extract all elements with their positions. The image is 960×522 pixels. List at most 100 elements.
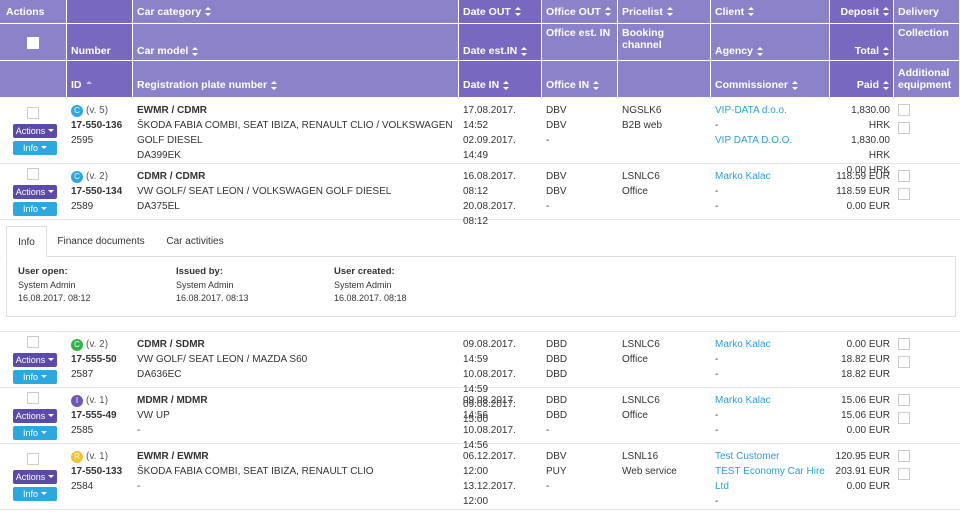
header-cell: Paid [830, 61, 894, 98]
office: DBV [546, 105, 567, 116]
version: (v. 1) [86, 395, 109, 406]
sort-icon[interactable] [192, 46, 199, 56]
sort-icon[interactable] [756, 46, 763, 56]
amount: 0.00 EUR [846, 481, 890, 492]
version-line: C (v. 2) [71, 337, 129, 352]
row-checkbox[interactable] [27, 107, 39, 119]
sort-icon[interactable] [271, 80, 278, 90]
sort-icon[interactable] [593, 80, 600, 90]
select-all-checkbox[interactable] [27, 37, 39, 49]
row-actions: Actions Info [13, 164, 59, 220]
version: (v. 2) [86, 171, 109, 182]
sort-icon[interactable] [205, 7, 212, 16]
client-entry[interactable]: VIP-DATA d.o.o. [715, 105, 787, 116]
delivery-checkbox[interactable] [898, 394, 910, 406]
header-cell: Additional equipment [894, 61, 960, 98]
client-entry[interactable]: Marko Kalac [715, 339, 771, 350]
delivery-checkbox[interactable] [898, 338, 910, 350]
header-label: Total [855, 45, 889, 57]
actions-button[interactable]: Actions [13, 185, 57, 199]
office: DBD [546, 339, 568, 350]
office: PUY [546, 466, 567, 477]
office: DBV [546, 171, 567, 182]
date: 10.08.2017. 14:56 [463, 425, 516, 451]
date: 02.09.2017. 14:49 [463, 135, 516, 161]
client-entry[interactable]: Test Customer [715, 451, 780, 462]
header-text: Total [854, 45, 879, 57]
info-button[interactable]: Info [13, 141, 57, 155]
detail-field: Issued by: System Admin 16.08.2017. 08:13 [176, 265, 249, 305]
header-text: Date est.IN [463, 45, 518, 57]
office: DBD [546, 410, 568, 421]
row-checkbox[interactable] [27, 336, 39, 348]
office: - [546, 481, 550, 492]
sort-icon[interactable] [521, 46, 528, 56]
client-entry: - [715, 201, 719, 212]
client-entry[interactable]: Marko Kalac [715, 395, 771, 406]
sort-icon[interactable] [791, 80, 798, 90]
actions-button[interactable]: Actions [13, 409, 57, 423]
header-text: Deposit [840, 5, 879, 18]
car-model: VW UP [137, 410, 170, 421]
row-actions: Actions Info [13, 388, 59, 444]
sort-icon[interactable] [666, 7, 673, 16]
client-entry[interactable]: Marko Kalac [715, 171, 771, 182]
sort-icon[interactable] [85, 80, 92, 90]
header-text: Office est. IN [546, 27, 611, 39]
collection-checkbox[interactable] [898, 188, 910, 200]
row-checkbox[interactable] [27, 168, 39, 180]
sort-icon[interactable] [883, 46, 889, 56]
money-cell: 0.00 EUR 18.82 EUR 18.82 EUR [834, 337, 890, 382]
client-entry: - [715, 425, 719, 436]
collection-checkbox[interactable] [898, 356, 910, 368]
booking-number-cell: C (v. 2) 17-555-50 2587 [71, 337, 129, 382]
status-badge: C [71, 171, 83, 183]
office: DBV [546, 451, 567, 462]
field-label: Issued by: [176, 266, 223, 277]
dates-cell: 16.08.2017. 08:12 20.08.2017. 08:12 [463, 169, 538, 229]
field-name: System Admin [334, 280, 392, 290]
sort-icon[interactable] [748, 7, 755, 16]
header-label: Number [71, 45, 128, 57]
money-cell: 15.06 EUR 15.06 EUR 0.00 EUR [834, 393, 890, 438]
sort-icon[interactable] [514, 7, 521, 16]
sort-icon[interactable] [883, 80, 889, 90]
info-button[interactable]: Info [13, 487, 57, 501]
client-entry[interactable]: TEST Economy Car Hire Ltd [715, 466, 825, 492]
header-label: Registration plate number [137, 79, 454, 91]
header-cell: Office IN [542, 61, 618, 98]
detail-tab[interactable]: Finance documents [57, 236, 145, 247]
info-button[interactable]: Info [13, 202, 57, 216]
actions-button[interactable]: Actions [13, 353, 57, 367]
header-text: Client [715, 5, 745, 18]
car-category: CDMR / SDMR [137, 339, 205, 350]
header-label: Paid [857, 79, 889, 91]
collection-checkbox[interactable] [898, 468, 910, 480]
detail-tab[interactable]: Info [6, 226, 47, 257]
detail-tab[interactable]: Car activities [166, 236, 224, 247]
booking-number: 17-550-134 [71, 186, 123, 197]
header-cell: Booking channel [618, 24, 711, 61]
actions-button[interactable]: Actions [13, 470, 57, 484]
header-cell: Office est. IN [542, 24, 618, 61]
delivery-checkbox[interactable] [898, 450, 910, 462]
info-button[interactable]: Info [13, 426, 57, 440]
collection-checkbox[interactable] [898, 412, 910, 424]
actions-button[interactable]: Actions [13, 124, 57, 138]
sort-icon[interactable] [604, 7, 611, 16]
dates-cell: 09.08.2017. 14:59 10.08.2017. 14:59 09.08.… [463, 337, 538, 427]
pricelist: LSNL16 [622, 451, 659, 462]
sort-icon[interactable] [503, 80, 510, 90]
sort-icon[interactable] [883, 7, 889, 16]
pricelist: NGSLK6 [622, 105, 662, 116]
row-checkbox[interactable] [27, 453, 39, 465]
info-button[interactable]: Info [13, 370, 57, 384]
header-text: Booking channel [622, 27, 664, 51]
delivery-checkbox[interactable] [898, 170, 910, 182]
row-checkbox[interactable] [27, 392, 39, 404]
delivery-checkbox[interactable] [898, 104, 910, 116]
collection-checkbox[interactable] [898, 122, 910, 134]
header-label: Date est.IN [463, 45, 537, 57]
client-entry[interactable]: VIP DATA D.O.O. [715, 135, 793, 146]
header-cell: Commissioner [711, 61, 830, 98]
